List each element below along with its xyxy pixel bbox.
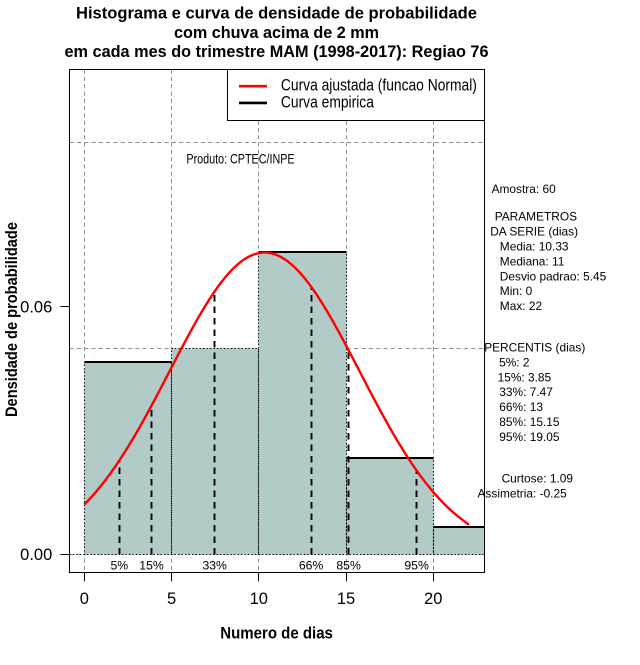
svg-text:Assimetria: -0.25: Assimetria: -0.25 (478, 487, 568, 501)
svg-text:95%: 19.05: 95%: 19.05 (499, 430, 560, 444)
svg-text:Mediana: 11: Mediana: 11 (500, 254, 565, 268)
svg-text:15%: 3.85: 15%: 3.85 (498, 370, 552, 384)
svg-text:DA SERIE (dias): DA SERIE (dias) (490, 225, 578, 239)
svg-text:0.00: 0.00 (20, 546, 52, 564)
svg-text:em cada mes do trimestre MAM (: em cada mes do trimestre MAM (1998-2017)… (65, 43, 489, 61)
svg-text:Produto: CPTEC/INPE: Produto: CPTEC/INPE (186, 151, 294, 166)
svg-text:10: 10 (250, 590, 268, 608)
svg-text:66%: 13: 66%: 13 (499, 400, 543, 414)
svg-text:85%: 85% (336, 559, 361, 573)
svg-text:Media: 10.33: Media: 10.33 (500, 240, 569, 254)
svg-text:5%: 5% (110, 559, 128, 573)
svg-text:com chuva acima de 2 mm: com chuva acima de 2 mm (174, 24, 379, 42)
svg-text:Numero de dias: Numero de dias (220, 625, 333, 643)
svg-text:Min: 0: Min: 0 (500, 284, 533, 298)
svg-text:Amostra: 60: Amostra: 60 (492, 182, 556, 196)
svg-text:33%: 7.47: 33%: 7.47 (499, 385, 553, 399)
svg-text:Curva empirica: Curva empirica (281, 94, 375, 112)
svg-text:Curtose: 1.09: Curtose: 1.09 (502, 472, 574, 486)
svg-text:Densidade de probabilidade: Densidade de probabilidade (3, 222, 21, 417)
svg-text:66%: 66% (299, 559, 324, 573)
svg-text:95%: 95% (404, 559, 429, 573)
svg-text:Curva ajustada (funcao Normal): Curva ajustada (funcao Normal) (281, 77, 477, 95)
svg-text:PARAMETROS: PARAMETROS (495, 210, 577, 224)
svg-text:33%: 33% (202, 559, 227, 573)
svg-text:85%: 15.15: 85%: 15.15 (499, 415, 560, 429)
svg-text:Desvio padrao: 5.45: Desvio padrao: 5.45 (500, 269, 607, 283)
svg-text:15: 15 (337, 590, 355, 608)
svg-text:Max: 22: Max: 22 (500, 299, 543, 313)
svg-text:0.06: 0.06 (20, 299, 52, 317)
svg-text:Histograma e curva de densidad: Histograma e curva de densidade de proba… (76, 5, 477, 23)
svg-text:20: 20 (424, 590, 442, 608)
svg-text:PERCENTIS (dias): PERCENTIS (dias) (484, 341, 585, 355)
svg-text:5%: 2: 5%: 2 (499, 355, 530, 369)
svg-text:15%: 15% (139, 559, 164, 573)
svg-text:5: 5 (167, 590, 176, 608)
svg-text:0: 0 (80, 590, 89, 608)
